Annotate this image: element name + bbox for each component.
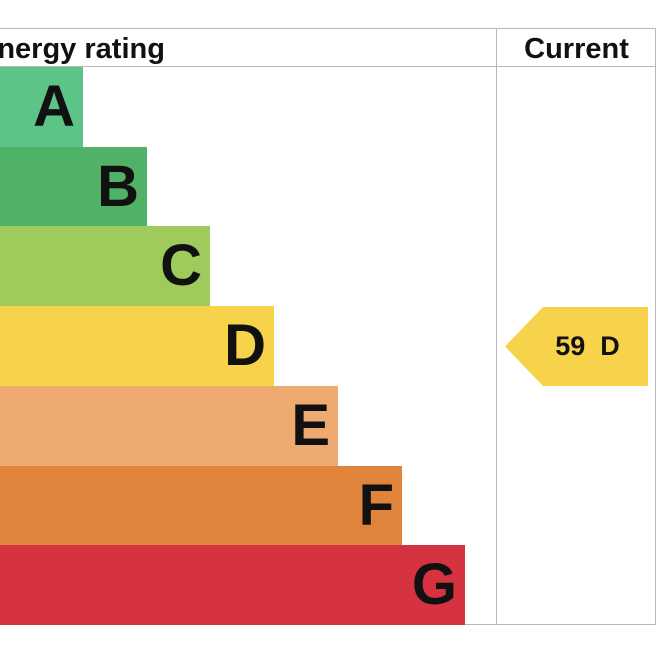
band-g: G [0,545,465,626]
band-letter-a: A [33,74,75,139]
column-divider [496,28,497,625]
band-letter-f: F [358,472,394,538]
band-b: B [0,146,147,227]
current-rating-arrow: 59 D [505,307,648,386]
current-column-heading: Current [524,33,629,65]
band-letter-c: C [160,233,202,299]
band-c: C [0,226,210,307]
arrow-shape [505,307,648,386]
band-e: E [0,385,338,466]
header-divider [0,66,656,67]
current-rating-value: 59 D [555,331,620,361]
energy-rating-heading: Energy rating [0,33,165,65]
band-letter-d: D [224,313,266,379]
band-f: F [0,465,402,546]
band-letter-e: E [291,392,330,458]
band-a: A [0,67,83,147]
band-d: D [0,306,274,387]
band-letter-g: G [411,552,457,618]
band-letter-b: B [97,153,139,219]
